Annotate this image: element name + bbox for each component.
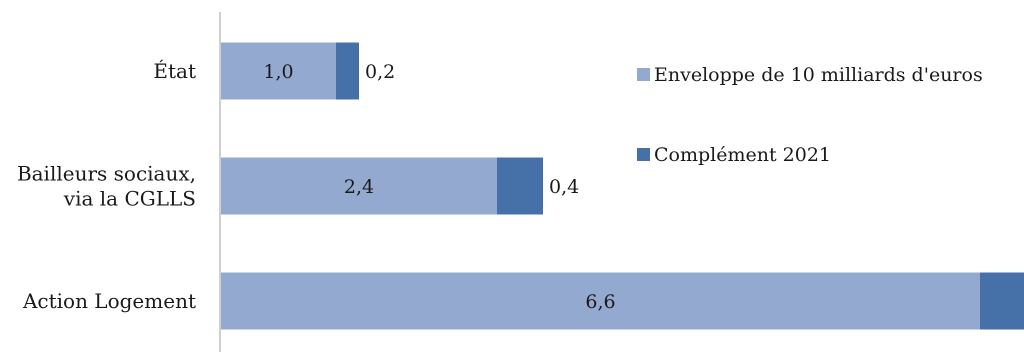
- bar-bailleurs-sociaux-via-la-cglls-enveloppe-de-10-milliards-d-euros: [221, 157, 497, 215]
- legend-label-enveloppe-de-10-milliards-d-euros: Enveloppe de 10 milliards d'euros: [654, 64, 983, 86]
- data-label-etat-enveloppe-de-10-milliards-d-euros: 1,0: [263, 61, 293, 83]
- bar-etat-enveloppe-de-10-milliards-d-euros: [221, 42, 336, 100]
- category-label-action-logement: Action Logement: [22, 289, 196, 313]
- data-label-bailleurs-sociaux-via-la-cglls-enveloppe-de-10-milliards-d-euros: 2,4: [344, 176, 374, 198]
- bar-action-logement-enveloppe-de-10-milliards-d-euros: [221, 272, 980, 330]
- legend-swatch-complement-2021: [637, 148, 650, 161]
- data-label-action-logement-enveloppe-de-10-milliards-d-euros: 6,6: [585, 291, 615, 313]
- category-label-bailleurs-sociaux-via-la-cglls: via la CGLLS: [63, 187, 196, 211]
- data-label-bailleurs-sociaux-via-la-cglls-complement-2021: 0,4: [549, 176, 579, 198]
- data-label-etat-complement-2021: 0,2: [365, 61, 395, 83]
- legend-swatch-enveloppe-de-10-milliards-d-euros: [637, 68, 650, 81]
- category-label-bailleurs-sociaux-via-la-cglls: Bailleurs sociaux,: [17, 162, 196, 186]
- category-label-etat: État: [153, 59, 196, 83]
- legend: Enveloppe de 10 milliards d'euros Complém…: [637, 64, 983, 166]
- legend-label-complement-2021: Complément 2021: [654, 144, 831, 166]
- bars-group: [221, 42, 1024, 330]
- labels-group: État 1,0 0,2 Bailleurs sociaux,via la CGLLS…: [17, 59, 616, 313]
- bar-action-logement-complement-2021: [980, 272, 1024, 330]
- bar-etat-complement-2021: [336, 42, 359, 100]
- bar-bailleurs-sociaux-via-la-cglls-complement-2021: [497, 157, 543, 215]
